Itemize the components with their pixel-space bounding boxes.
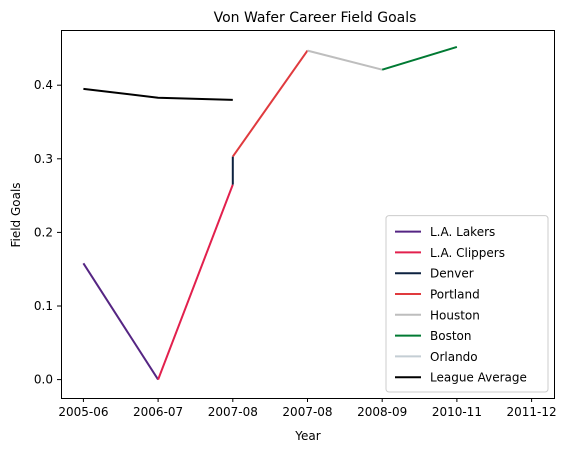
x-tick-label: 2010-11 [432,405,482,419]
x-axis-ticks: 2005-06 2006-07 2007-08 2007-08 2008-09 2010-… [58,398,557,419]
chart-title: Von Wafer Career Field Goals [214,10,417,26]
series-line-5 [381,45,458,71]
x-tick-label: 2005-06 [58,405,108,419]
legend-box [385,215,549,393]
legend-entry: Boston [430,329,471,343]
x-axis-label: Year [294,429,320,443]
legend-entry: Portland [430,288,480,302]
series-line-4 [307,49,383,71]
y-tick-label: 0.4 [34,78,53,92]
y-tick-label: 0.3 [34,152,53,166]
legend-entry: League Average [430,371,527,385]
series-line-3 [231,50,309,158]
x-tick-label: 2007-08 [282,405,332,419]
y-axis-label: Field Goals [9,182,23,247]
x-tick-label: 2011-12 [507,405,557,419]
series-line-1 [157,184,234,380]
legend-entry: Houston [430,308,480,322]
y-tick-label: 0.1 [34,299,53,313]
legend-entry: Denver [430,267,474,281]
series-lines [82,45,458,381]
legend: L.A. Lakers L.A. Clippers Denver Portland Ho… [385,215,549,393]
y-axis-ticks: 0.0 0.1 0.2 0.3 0.4 [34,78,61,387]
y-tick-label: 0.2 [34,225,53,239]
series-line-0 [82,262,159,381]
legend-entry: L.A. Clippers [430,246,505,260]
series-line-7 [83,87,233,101]
x-tick-label: 2008-09 [357,405,407,419]
x-tick-label: 2007-08 [208,405,258,419]
x-tick-label: 2006-07 [133,405,183,419]
legend-entry: Orlando [430,350,478,364]
legend-entry: L.A. Lakers [430,225,495,239]
y-tick-label: 0.0 [34,373,53,387]
